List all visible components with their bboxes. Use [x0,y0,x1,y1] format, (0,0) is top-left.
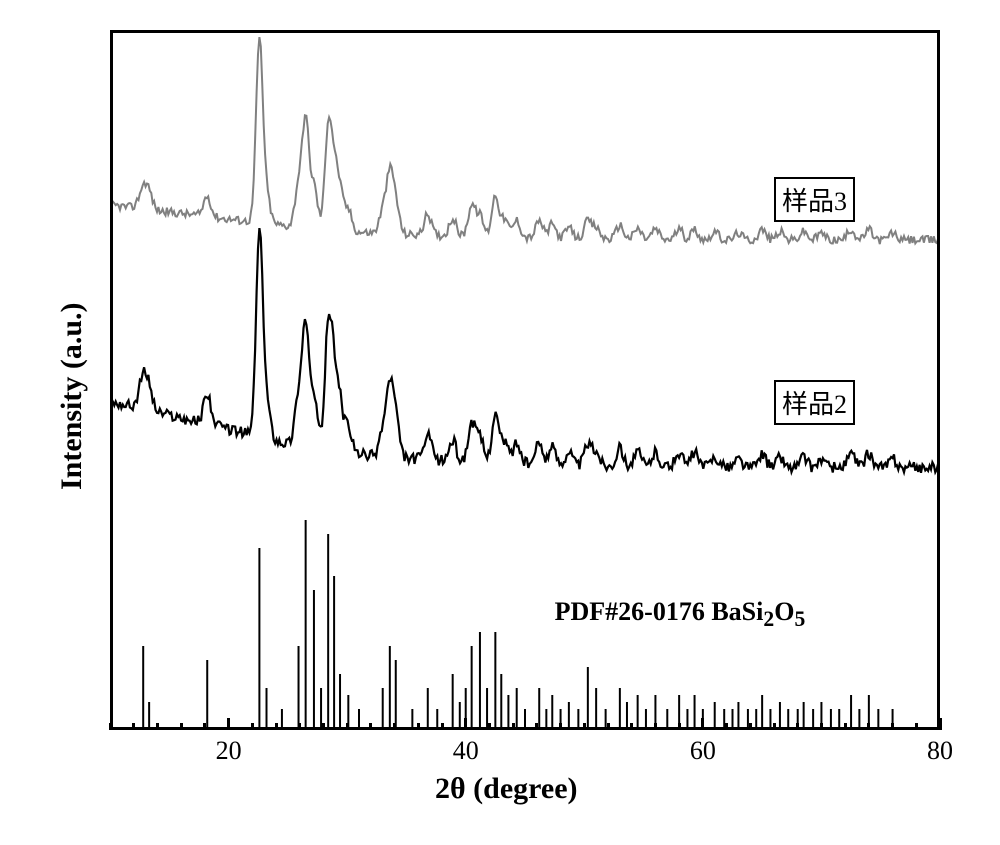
x-tick-minor [417,723,420,730]
x-tick-minor [820,723,823,730]
x-tick-minor [512,723,515,730]
x-tick-minor [583,723,586,730]
x-tick-minor [678,723,681,730]
x-tick-minor [275,723,278,730]
x-tick-minor [251,723,254,730]
x-tick-major [701,718,704,730]
x-tick-label: 40 [453,736,479,766]
x-tick-minor [322,723,325,730]
x-tick-minor [607,723,610,730]
series-label-sample2: 样品2 [774,380,855,425]
x-tick-minor [725,723,728,730]
x-tick-minor [796,723,799,730]
x-tick-minor [369,723,372,730]
x-axis-label: 2θ (degree) [435,772,578,806]
x-tick-minor [109,723,112,730]
x-tick-minor [749,723,752,730]
x-tick-major [939,718,942,730]
series-label-sample3: 样品3 [774,177,855,222]
pdf-label-sub2: 5 [794,607,805,631]
x-tick-minor [132,723,135,730]
pdf-reference-label: PDF#26-0176 BaSi2O5 [555,597,806,632]
x-tick-minor [844,723,847,730]
x-tick-label: 80 [927,736,953,766]
x-tick-minor [156,723,159,730]
x-tick-minor [393,723,396,730]
x-tick-label: 60 [690,736,716,766]
x-tick-major [464,718,467,730]
pdf-label-mid: O [774,597,794,626]
x-tick-minor [891,723,894,730]
x-tick-minor [180,723,183,730]
x-tick-minor [559,723,562,730]
x-tick-minor [441,723,444,730]
pdf-label-sub1: 2 [763,607,774,631]
x-tick-minor [867,723,870,730]
x-tick-major [227,718,230,730]
x-tick-minor [654,723,657,730]
x-tick-label: 20 [216,736,242,766]
x-tick-minor [535,723,538,730]
x-tick-minor [298,723,301,730]
x-tick-minor [346,723,349,730]
x-tick-minor [773,723,776,730]
x-tick-minor [488,723,491,730]
x-tick-minor [915,723,918,730]
xrd-pattern-sample2 [110,228,940,473]
xrd-figure: 20 40 60 80 2θ (degree) Intensity (a.u.) 样品… [0,0,1000,845]
x-tick-minor [203,723,206,730]
pdf-label-prefix: PDF#26-0176 BaSi [555,597,764,626]
x-tick-minor [630,723,633,730]
y-axis-label: Intensity (a.u.) [55,302,89,490]
